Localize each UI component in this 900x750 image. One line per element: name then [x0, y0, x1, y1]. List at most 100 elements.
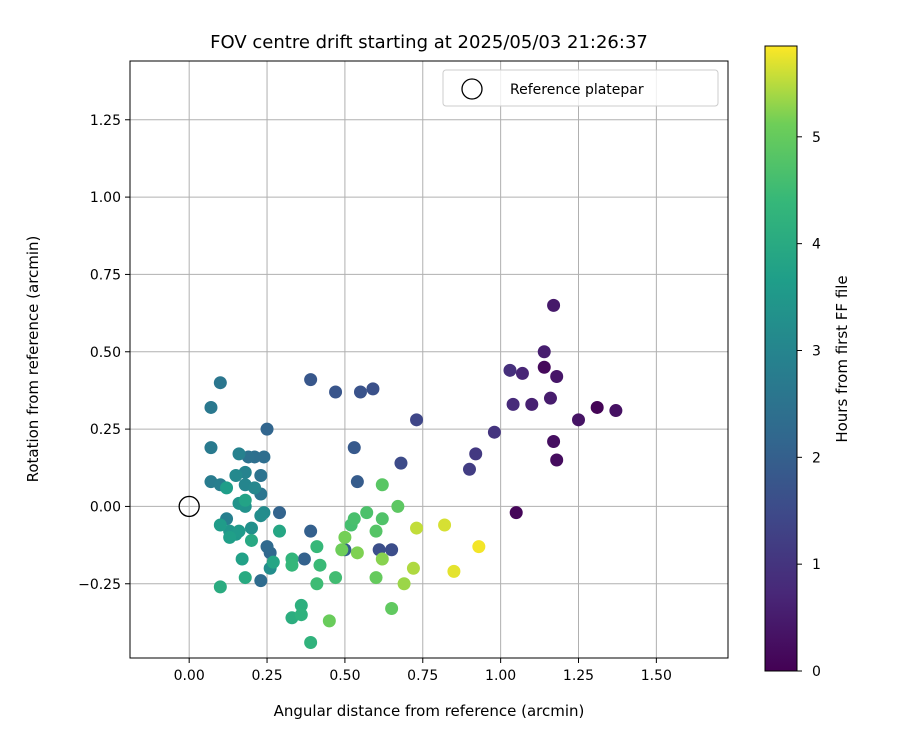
y-tick-label: 0.75: [90, 267, 121, 283]
data-point: [385, 602, 399, 616]
data-points: [204, 298, 623, 650]
data-point: [547, 434, 561, 448]
legend-box: [442, 69, 719, 107]
data-point: [244, 533, 258, 547]
data-point: [347, 512, 361, 526]
data-point: [410, 413, 424, 427]
data-point: [297, 552, 311, 566]
data-point: [338, 530, 352, 544]
data-point: [506, 397, 520, 411]
data-point: [213, 580, 227, 594]
colorbar-tick-label: 2: [812, 450, 821, 466]
data-point: [472, 540, 486, 554]
y-tick-label: 0.00: [90, 499, 121, 515]
data-point: [213, 518, 227, 532]
data-point: [294, 608, 308, 622]
colorbar-tick-label: 0: [812, 664, 821, 680]
x-tick-label: 0.50: [329, 668, 360, 684]
data-point: [304, 373, 318, 387]
data-point: [385, 543, 399, 557]
data-point: [257, 450, 271, 464]
data-point: [447, 564, 461, 578]
data-point: [543, 391, 557, 405]
x-tick-label: 1.50: [641, 668, 672, 684]
data-point: [550, 370, 564, 384]
data-point: [329, 571, 343, 585]
data-point: [366, 382, 380, 396]
data-point: [525, 397, 539, 411]
data-point: [550, 453, 564, 467]
data-point: [204, 441, 218, 455]
data-point: [509, 506, 523, 520]
x-tick-label: 0.25: [251, 668, 282, 684]
plot-area: [130, 61, 728, 658]
data-point: [260, 540, 274, 554]
data-point: [590, 400, 604, 414]
data-point: [406, 561, 420, 575]
y-tick-label: 0.50: [90, 345, 121, 361]
data-point: [248, 481, 262, 495]
data-point: [353, 385, 367, 399]
colorbar-label: Hours from first FF file: [833, 275, 851, 442]
data-point: [360, 506, 374, 520]
data-point: [254, 468, 268, 482]
data-point: [235, 552, 249, 566]
legend-marker-icon: [461, 78, 483, 100]
data-point: [487, 425, 501, 439]
data-point: [229, 468, 243, 482]
data-point: [238, 571, 252, 585]
data-point: [322, 614, 336, 628]
x-tick-label: 0.75: [407, 668, 438, 684]
data-point: [213, 376, 227, 390]
data-point: [469, 447, 483, 461]
data-point: [547, 298, 561, 312]
data-point: [397, 577, 411, 591]
data-point: [254, 574, 268, 588]
data-point: [266, 555, 280, 569]
x-tick-label: 1.25: [563, 668, 594, 684]
grid-lines: [130, 61, 728, 658]
data-point: [410, 521, 424, 535]
data-point: [310, 577, 324, 591]
data-point: [350, 475, 364, 489]
data-point: [609, 404, 623, 418]
data-point: [350, 546, 364, 560]
data-point: [304, 636, 318, 650]
legend: Reference platepar: [442, 69, 719, 107]
data-point: [304, 524, 318, 538]
data-point: [515, 366, 529, 380]
data-point: [232, 524, 246, 538]
data-point: [313, 558, 327, 572]
data-point: [204, 400, 218, 414]
y-tick-label: −0.25: [78, 577, 121, 593]
data-point: [238, 493, 252, 507]
data-point: [223, 530, 237, 544]
data-point: [375, 512, 389, 526]
data-point: [294, 598, 308, 612]
data-point: [438, 518, 452, 532]
data-point: [394, 456, 408, 470]
plot-frame: [129, 60, 729, 659]
legend-entry-reference-platepar: Reference platepar: [510, 82, 644, 98]
data-point: [503, 363, 517, 377]
colorbar-tick-label: 1: [812, 557, 821, 573]
data-point: [260, 422, 274, 436]
data-point: [232, 447, 246, 461]
y-tick-label: 1.00: [90, 190, 121, 206]
x-tick-label: 1.00: [485, 668, 516, 684]
data-point: [335, 543, 349, 557]
data-point: [462, 462, 476, 476]
data-point: [369, 524, 383, 538]
data-point: [273, 506, 286, 520]
data-point: [537, 360, 551, 374]
y-tick-label: 0.25: [90, 422, 121, 438]
data-point: [572, 413, 585, 427]
data-point: [310, 540, 324, 554]
data-point: [273, 524, 286, 538]
colorbar-tick-label: 3: [812, 343, 821, 359]
colorbar: [764, 45, 798, 672]
data-point: [375, 552, 389, 566]
data-point: [254, 509, 268, 523]
data-point: [369, 571, 383, 585]
